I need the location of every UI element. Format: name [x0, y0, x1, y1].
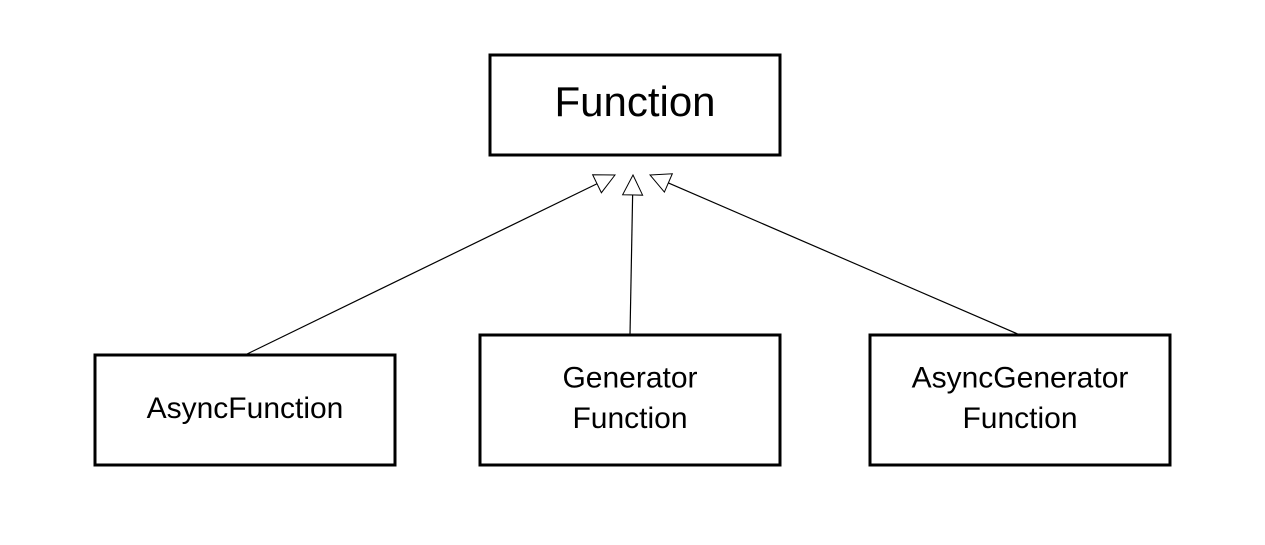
node-label: Function — [962, 402, 1077, 435]
node-box — [870, 335, 1170, 465]
node-generator-function: Generator Function — [480, 335, 780, 465]
node-label: AsyncGenerator — [912, 362, 1129, 395]
node-async-function: AsyncFunction — [95, 355, 395, 465]
node-label: Generator — [562, 362, 697, 395]
node-label: Function — [572, 402, 687, 435]
node-function: Function — [490, 55, 780, 155]
node-box — [480, 335, 780, 465]
node-async-generator-function: AsyncGenerator Function — [870, 335, 1170, 465]
inheritance-diagram: FunctionAsyncFunctionGeneratorFunctionAs… — [0, 0, 1265, 545]
node-label: Function — [554, 78, 715, 125]
node-label: AsyncFunction — [147, 392, 344, 425]
